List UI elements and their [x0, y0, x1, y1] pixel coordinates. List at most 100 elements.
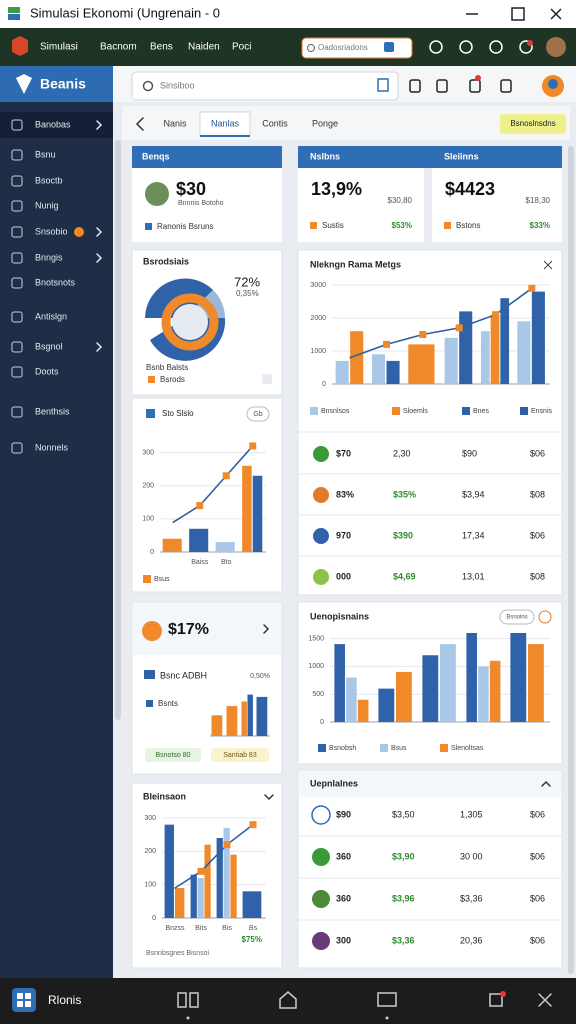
nav-button[interactable]	[538, 993, 552, 1007]
action-button[interactable]	[500, 114, 566, 134]
nav-button[interactable]	[377, 992, 397, 1007]
legend-label: Bsnobsh	[329, 745, 356, 752]
line-marker	[222, 472, 230, 480]
table-cell: $06	[530, 448, 545, 458]
nav-item[interactable]: Bnngis	[35, 252, 63, 262]
toolbar	[0, 28, 576, 66]
table-cell: 360	[336, 893, 351, 903]
legend-label: Bsus	[154, 576, 170, 583]
menu-item[interactable]: Simulasi	[40, 42, 78, 53]
maximize[interactable]	[511, 7, 525, 21]
panel-title: Bleinsaon	[143, 791, 186, 801]
close	[550, 8, 562, 20]
table-cell: $06	[530, 530, 545, 540]
nav-item[interactable]: Bsoctb	[35, 175, 63, 185]
nav-item[interactable]: Benthsis	[35, 406, 70, 416]
tab[interactable]	[302, 112, 348, 136]
x-tick-label: Baiss	[191, 559, 209, 566]
pill-label[interactable]: Gb	[253, 411, 262, 418]
table-cell: $3,50	[392, 809, 415, 819]
toolbar-icon[interactable]	[489, 40, 503, 54]
x-tick-label: Bs	[249, 925, 258, 932]
y-tick-label: 3000	[310, 282, 326, 289]
badge[interactable]	[145, 748, 201, 762]
tab-label[interactable]: Ponge	[312, 118, 338, 128]
pill-label[interactable]: Bsnoins	[506, 615, 527, 621]
top-icon[interactable]	[409, 79, 421, 93]
top-icon[interactable]	[436, 79, 448, 93]
nav-icon	[11, 341, 23, 353]
nav-item[interactable]: Bnotsnots	[35, 277, 76, 287]
kpi-value: $17%	[168, 621, 209, 638]
bar	[440, 644, 456, 722]
table-cell: $3,90	[392, 851, 415, 861]
action-label[interactable]: Bsnoslnsdns	[510, 119, 555, 128]
nav-button[interactable]	[279, 991, 297, 1009]
menu-item[interactable]: Naiden	[188, 42, 220, 53]
top-icon[interactable]	[500, 79, 512, 93]
bar	[510, 633, 527, 722]
caption: Bsnnbsgnes Bisnsoi	[146, 950, 209, 957]
legend-label: Bnes	[473, 408, 489, 415]
nav-item[interactable]: Bsnu	[35, 149, 56, 159]
bar	[357, 699, 369, 722]
tab[interactable]	[154, 112, 196, 136]
top-icon[interactable]	[469, 79, 481, 93]
nav-item[interactable]: Antislgn	[35, 311, 67, 321]
kpi-icon	[145, 223, 152, 230]
menu-item[interactable]: Bacnom	[100, 42, 137, 53]
legend-swatch	[143, 575, 151, 583]
nav-icon	[11, 149, 23, 161]
legend-swatch	[462, 407, 470, 415]
nav-item[interactable]: Nonnels	[35, 442, 69, 452]
avatar[interactable]	[546, 37, 566, 57]
toolbar-icon[interactable]	[459, 40, 473, 54]
tab-label[interactable]: Nanis	[163, 118, 187, 128]
badge[interactable]	[211, 748, 269, 762]
legend-label: Bsus	[391, 745, 407, 752]
nav-button[interactable]	[189, 992, 199, 1008]
x-tick-label: Bits	[195, 925, 207, 932]
search-button	[384, 42, 394, 52]
nav-button[interactable]	[177, 992, 187, 1008]
toolbar-icon[interactable]	[429, 40, 443, 54]
table-cell: 2,30	[393, 448, 411, 458]
row-icon	[313, 487, 329, 503]
bar	[480, 331, 490, 384]
table-cell: 970	[336, 530, 351, 540]
pill[interactable]	[499, 609, 535, 625]
nav-item[interactable]: Snsobio	[35, 226, 68, 236]
kpi-card	[432, 168, 562, 242]
nav-item[interactable]: Doots	[35, 366, 59, 376]
nav-icon	[11, 311, 23, 323]
menu-item[interactable]: Poci	[232, 42, 251, 53]
bar	[528, 644, 544, 722]
tab-label[interactable]: Nanlas	[211, 118, 240, 128]
app-icon[interactable]	[12, 988, 36, 1012]
legend-swatch	[310, 407, 318, 415]
tab-label[interactable]: Contis	[262, 118, 288, 128]
pill[interactable]	[246, 406, 270, 422]
bar	[466, 633, 477, 722]
bar	[226, 706, 238, 736]
line-marker	[492, 311, 499, 319]
table-cell: $3,96	[392, 893, 415, 903]
table-cell: 13,01	[462, 571, 485, 581]
nav-item[interactable]: Nunig	[35, 200, 59, 210]
pie-ring	[161, 293, 219, 351]
legend-label: Bsrods	[160, 375, 185, 384]
bar	[334, 644, 345, 722]
main-search[interactable]	[131, 71, 399, 101]
nav-button[interactable]	[489, 993, 503, 1007]
bar	[216, 838, 223, 918]
nav-item[interactable]: Bsgnol	[35, 341, 63, 351]
menu-item[interactable]: Bens	[150, 42, 173, 53]
x-tick-label: Bnzss	[165, 925, 185, 932]
x-tick-label: Bis	[222, 925, 232, 932]
nav-item[interactable]: Banobas	[35, 119, 71, 129]
trend-line	[174, 823, 254, 889]
bar	[489, 660, 501, 722]
toolbar-icon[interactable]	[519, 40, 533, 54]
legend-swatch	[146, 700, 153, 707]
tab[interactable]	[252, 112, 298, 136]
